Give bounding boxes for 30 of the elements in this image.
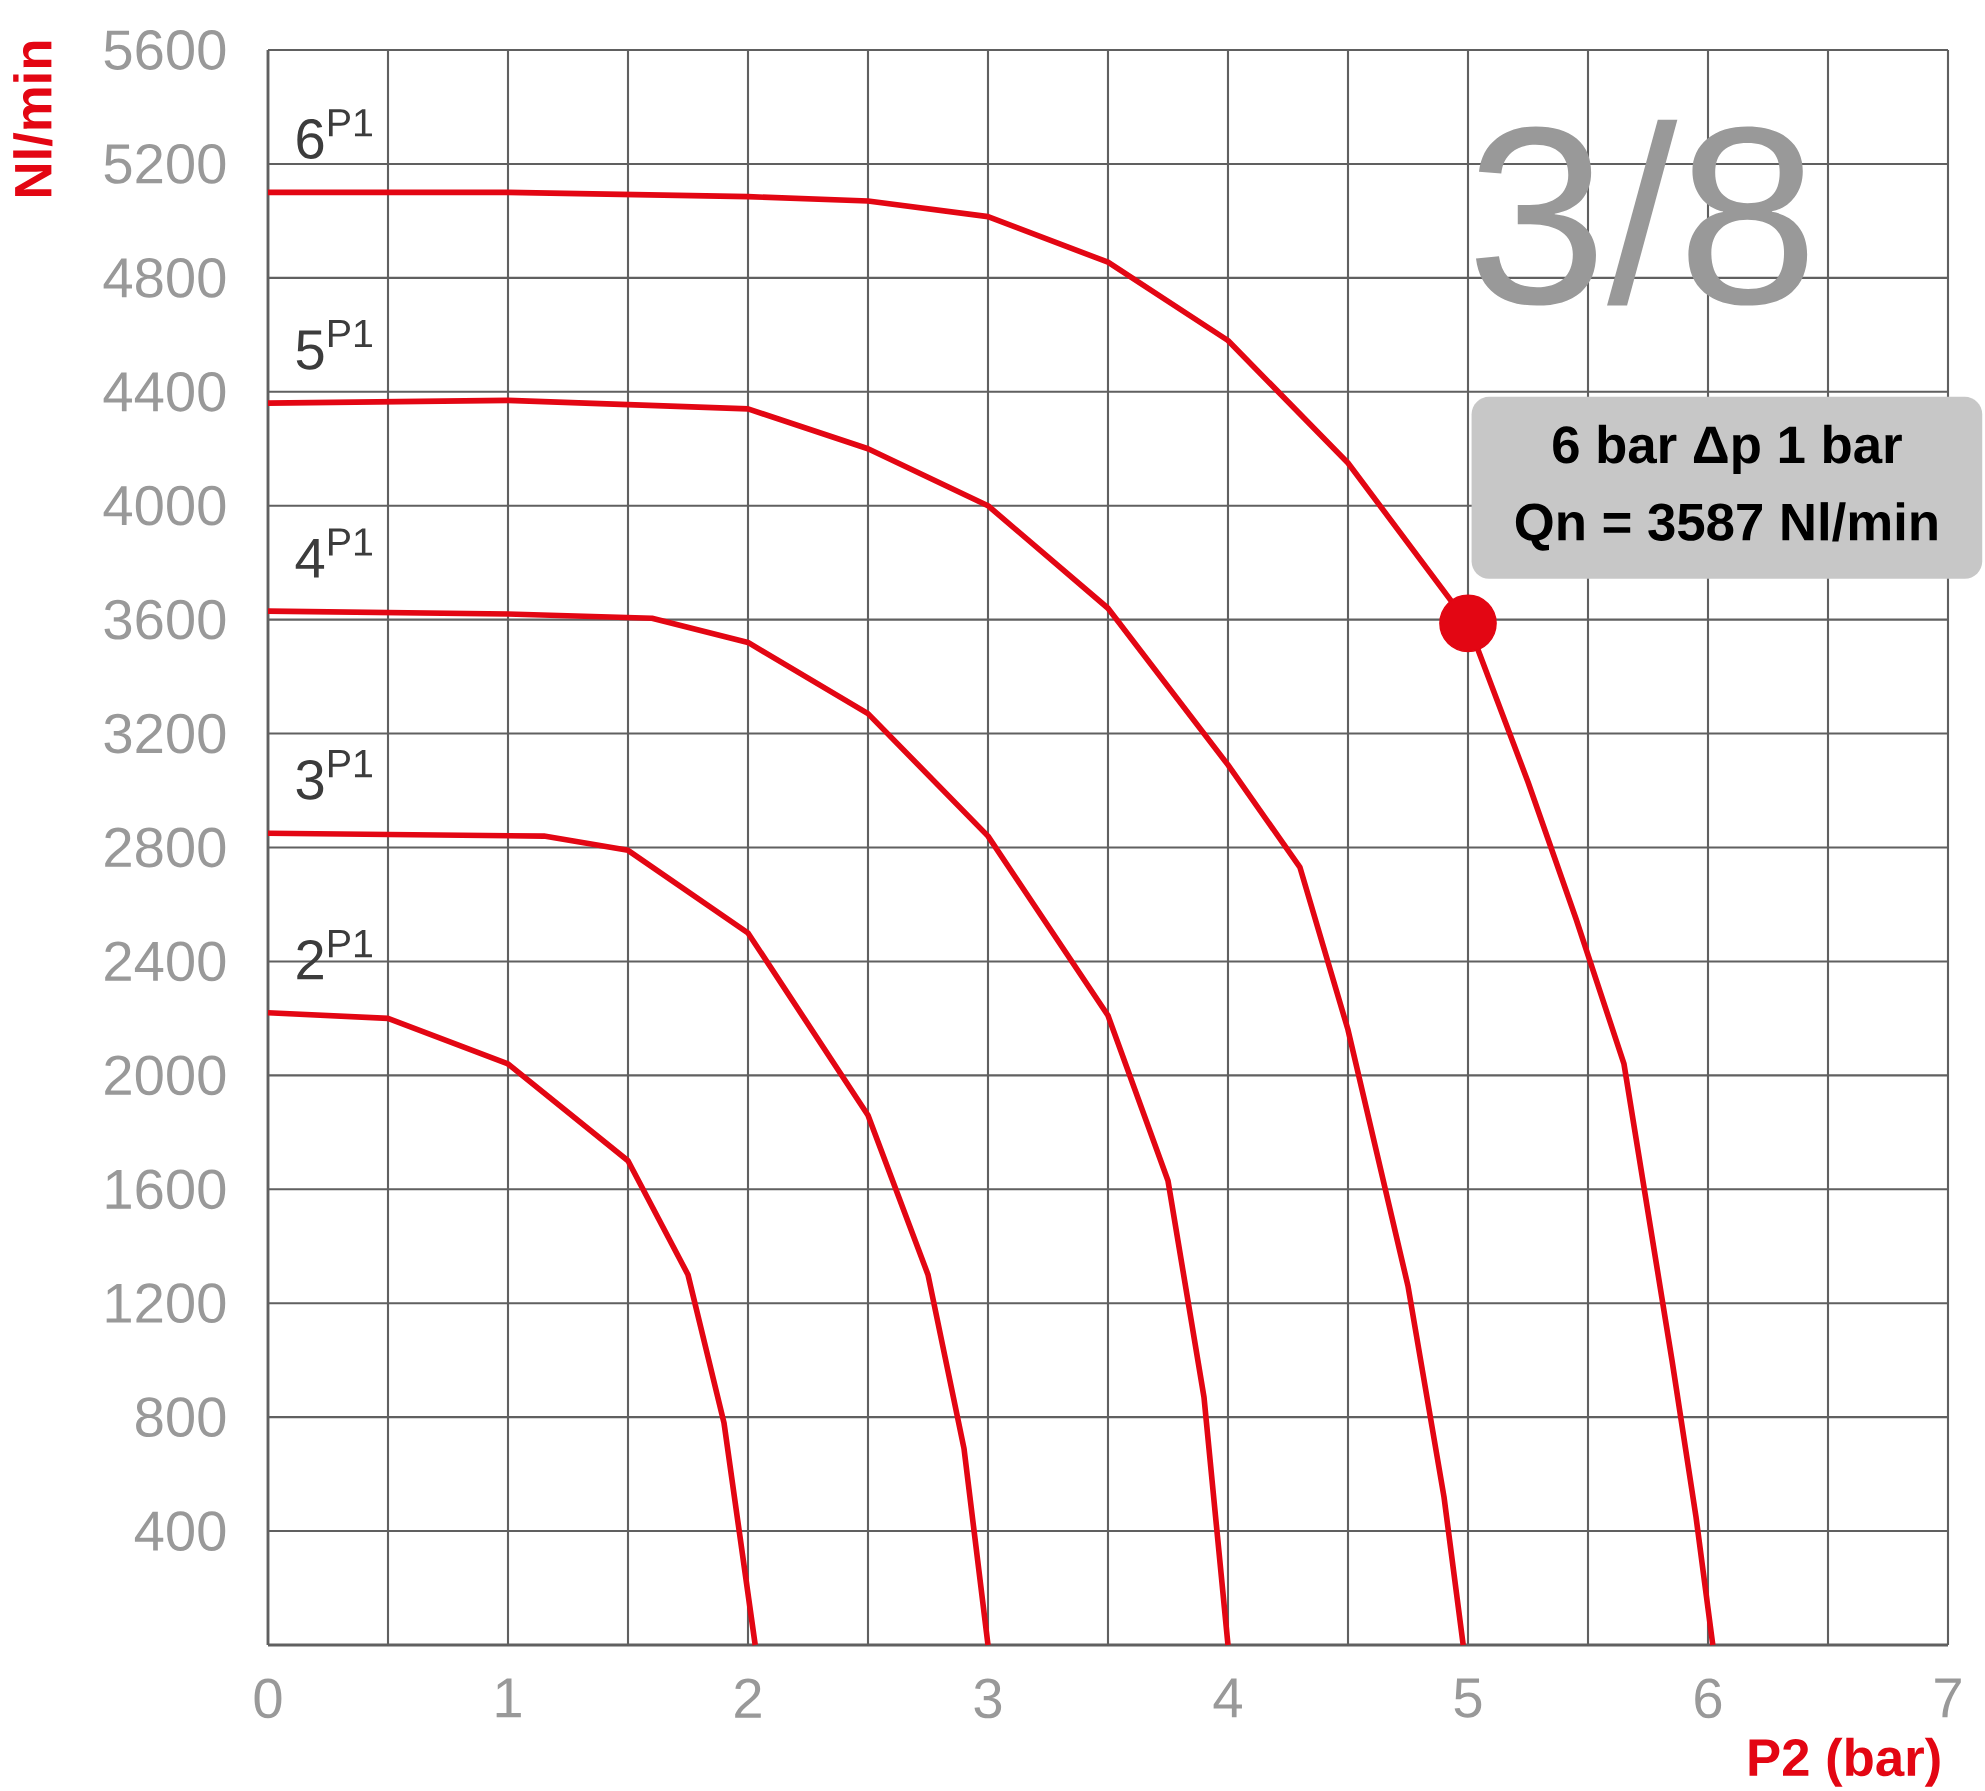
y-tick-label: 3600 — [104, 599, 226, 640]
y-tick-label: 1200 — [106, 1283, 226, 1324]
x-tick-label: 4 — [1213, 1678, 1242, 1718]
y-tick-label: 2000 — [105, 1055, 226, 1096]
y-tick-label: 4400 — [103, 371, 226, 412]
annotation: 6 bar Δp 1 bar — [1553, 424, 1902, 474]
x-tick-label: 7 — [1935, 1678, 1961, 1718]
series-label: 4$^{P1}$ — [295, 528, 372, 578]
y-tick-label: 5200 — [104, 144, 226, 184]
x-tick-label: 5 — [1454, 1678, 1482, 1718]
y-tick-label: 2400 — [105, 941, 226, 982]
y-tick-label: 1600 — [106, 1169, 226, 1210]
series-label: 5$^{P1}$ — [296, 320, 372, 370]
x-tick-label: 3 — [974, 1678, 1002, 1719]
y-tick-label: 5600 — [104, 30, 226, 70]
x-tick-label: 6 — [1695, 1678, 1722, 1719]
x-tick-label: 2 — [735, 1678, 761, 1718]
annotation: Qn = 3587 Nl/min — [1515, 502, 1937, 551]
x-tick-label: 0 — [254, 1678, 282, 1719]
y-tick-label: 4800 — [103, 257, 226, 298]
y-tick-label: 400 — [134, 1511, 226, 1551]
x-axis-title: P2 (bar) — [1749, 1737, 1940, 1787]
y-tick-label: 3200 — [104, 713, 226, 754]
y-tick-label: 4000 — [103, 485, 226, 526]
series-label: 3$^{P1}$ — [296, 750, 372, 800]
x-tick-label: 1 — [496, 1678, 521, 1718]
y-tick-label: 800 — [136, 1397, 226, 1438]
series-label: 6$^{P1}$ — [297, 109, 372, 159]
y-tick-label: 2800 — [105, 827, 226, 868]
y-axis-title: Nl/min — [13, 41, 53, 197]
